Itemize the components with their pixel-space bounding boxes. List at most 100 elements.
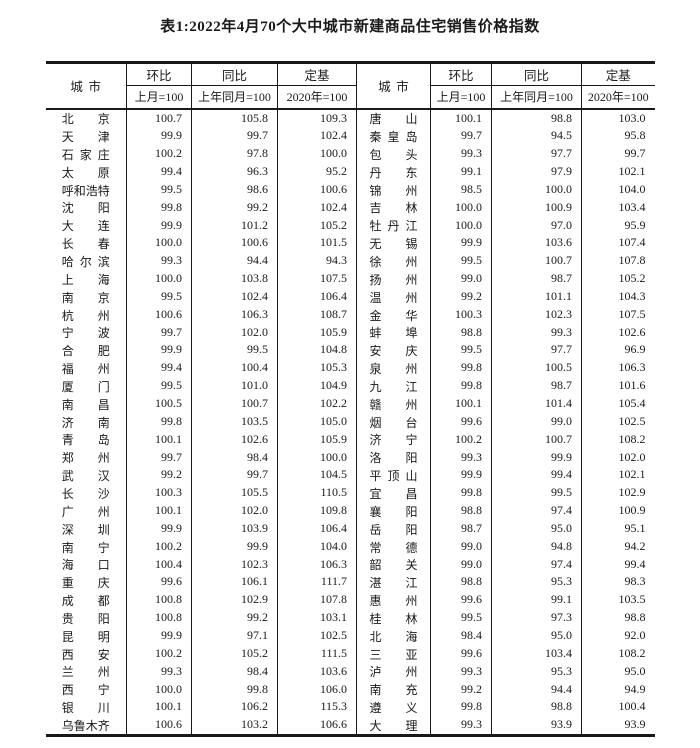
fixed-base-value-cell: 109.8 [277, 502, 357, 520]
fixed-base-value-cell: 103.0 [581, 107, 655, 128]
fixed-base-value-cell: 102.6 [618, 324, 646, 339]
fixed-base-value-cell: 100.9 [618, 503, 646, 518]
city-cell: 秦皇岛 [356, 127, 431, 146]
yoy-value-cell: 99.7 [191, 466, 278, 485]
mom-value-cell: 99.9 [126, 626, 192, 645]
mom-value-cell: 100.1 [126, 698, 192, 717]
city-cell: 武汉 [45, 466, 127, 485]
fixed-base-value-cell: 110.5 [277, 484, 357, 503]
city-name: 青岛 [61, 433, 110, 448]
city-cell: 惠州 [356, 591, 431, 610]
yoy-value-cell: 106.2 [191, 698, 278, 717]
table-row: 厦门 99.5 101.0 104.9 九江 99.8 98.7 101.6 [45, 377, 655, 395]
fixed-base-value-cell: 106.4 [277, 519, 357, 538]
city-name: 石家庄 [61, 147, 110, 162]
header-yoy-left: 同比 [191, 62, 278, 86]
city-cell: 青岛 [45, 430, 127, 449]
fixed-base-value-cell: 102.2 [277, 395, 357, 413]
city-cell: 上海 [45, 270, 127, 288]
city-name: 济南 [61, 415, 110, 430]
city-name: 徐州 [369, 255, 418, 269]
yoy-value-cell: 93.9 [491, 716, 582, 736]
city-cell: 杭州 [45, 305, 127, 324]
city-cell: 湛江 [356, 573, 431, 592]
table-row: 大连 99.9 101.2 105.2 牡丹江 100.0 97.0 95.9 [45, 216, 655, 235]
city-cell: 锦州 [356, 180, 431, 199]
city-cell: 太原 [45, 163, 127, 181]
city-cell: 哈尔滨 [45, 252, 127, 271]
fixed-base-value-cell: 102.4 [277, 198, 357, 217]
city-cell: 安庆 [356, 341, 431, 360]
mom-value-cell: 100.1 [126, 430, 192, 449]
yoy-value-cell: 98.7 [491, 270, 582, 288]
city-cell: 三亚 [356, 644, 431, 663]
city-name: 泉州 [369, 362, 418, 377]
yoy-value-cell: 99.7 [191, 127, 278, 146]
city-name: 吉林 [369, 201, 418, 216]
yoy-value-cell: 100.7 [191, 395, 278, 413]
table-row: 哈尔滨 99.3 94.4 94.3 徐州 99.5 100.7 107.8 [45, 252, 655, 271]
mom-value-cell: 99.1 [430, 163, 492, 181]
fixed-base-value-cell: 102.5 [277, 626, 357, 645]
city-cell: 石家庄 [45, 145, 127, 164]
city-name: 成都 [61, 594, 110, 609]
table-row: 上海 100.0 103.8 107.5 扬州 99.0 98.7 105.2 [45, 270, 655, 288]
header-yoy-base-right: 上年同月=100 [491, 85, 582, 109]
city-name: 福州 [61, 362, 110, 377]
mom-value-cell: 99.8 [430, 698, 492, 717]
city-name: 唐山 [369, 112, 418, 127]
mom-value-cell: 100.0 [430, 216, 492, 235]
fixed-base-value-cell: 104.0 [277, 537, 357, 556]
fixed-base-value-cell: 100.6 [277, 180, 357, 199]
table-row: 兰州 99.3 98.4 103.6 泸州 99.3 95.3 95.0 [45, 662, 655, 681]
mom-value-cell: 99.6 [430, 644, 492, 663]
city-cell: 常德 [356, 537, 431, 556]
fixed-base-value-cell: 99.7 [624, 146, 646, 161]
mom-value-cell: 100.8 [126, 609, 192, 627]
mom-value-cell: 99.3 [430, 145, 492, 164]
city-cell: 厦门 [45, 377, 127, 395]
city-cell: 天津 [45, 127, 127, 146]
table-row: 南昌 100.5 100.7 102.2 赣州 100.1 101.4 105.4 [45, 395, 655, 413]
mom-value-cell: 99.8 [430, 484, 492, 503]
fixed-base-value-cell: 108.2 [618, 431, 646, 446]
mom-value-cell: 99.9 [126, 341, 192, 360]
table-row: 成都 100.8 102.9 107.8 惠州 99.6 99.1 103.5 [45, 591, 655, 610]
fixed-base-value-cell: 105.2 [277, 216, 357, 235]
table-row: 福州 99.4 100.4 105.3 泉州 99.8 100.5 106.3 [45, 359, 655, 378]
yoy-value-cell: 103.2 [191, 716, 278, 736]
mom-value-cell: 99.5 [126, 377, 192, 395]
city-name: 包头 [369, 147, 418, 162]
city-name: 呼和浩特 [61, 183, 110, 198]
fixed-base-value-cell: 105.9 [277, 323, 357, 342]
city-cell: 岳阳 [356, 519, 431, 538]
yoy-value-cell: 99.8 [191, 680, 278, 699]
mom-value-cell: 99.3 [126, 662, 192, 681]
city-cell: 海口 [45, 555, 127, 574]
fixed-base-value-cell: 101.5 [277, 234, 357, 253]
table-row: 贵阳 100.8 99.2 103.1 桂林 99.5 97.3 98.8 [45, 609, 655, 627]
mom-value-cell: 99.3 [430, 716, 492, 736]
city-cell: 泉州 [356, 359, 431, 378]
header-yoy-right: 同比 [491, 62, 582, 86]
city-cell: 温州 [356, 287, 431, 306]
fixed-base-value-cell: 109.3 [277, 107, 357, 128]
city-name: 长沙 [61, 486, 110, 501]
city-cell: 牡丹江 [356, 216, 431, 235]
mom-value-cell: 99.4 [126, 163, 192, 181]
yoy-value-cell: 99.5 [491, 484, 582, 503]
mom-value-cell: 99.2 [430, 680, 492, 699]
header-yoy-base-left: 上年同月=100 [191, 85, 278, 109]
city-name: 南充 [369, 683, 418, 698]
mom-value-cell: 99.0 [430, 555, 492, 574]
yoy-value-cell: 99.4 [491, 466, 582, 485]
yoy-value-cell: 106.1 [191, 573, 278, 592]
table-row: 青岛 100.1 102.6 105.9 济宁 100.2 100.7 108.2 [45, 430, 655, 449]
mom-value-cell: 99.3 [430, 662, 492, 681]
yoy-value-cell: 97.7 [491, 145, 582, 164]
city-cell: 合肥 [45, 341, 127, 360]
mom-value-cell: 99.3 [430, 448, 492, 467]
fixed-base-value-cell: 104.0 [618, 181, 646, 196]
table-row: 银川 100.1 106.2 115.3 遵义 99.8 98.8 100.4 [45, 698, 655, 717]
yoy-value-cell: 96.3 [191, 163, 278, 181]
